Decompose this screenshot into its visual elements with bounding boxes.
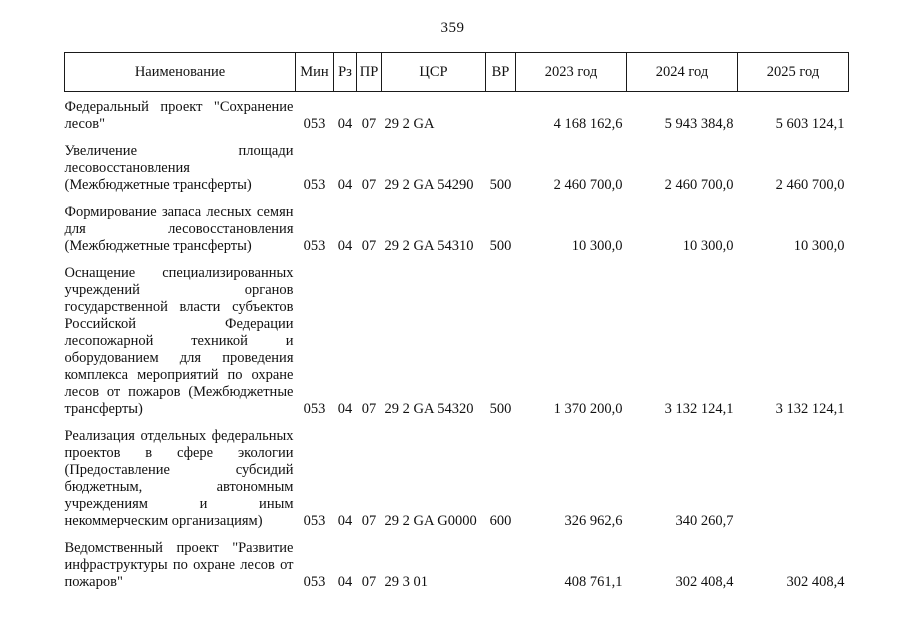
cell-amount-2023: 10 300,0 <box>571 238 623 254</box>
cell-csr-code: 29 2 GA G0000 <box>384 513 477 529</box>
cell-amount-2023: 1 370 200,0 <box>553 401 623 417</box>
cell-amount-2023: 326 962,6 <box>564 513 623 529</box>
cell-min-code: 053 <box>303 513 326 529</box>
cell-min-code: 053 <box>303 177 326 193</box>
cell-amount-2025: 302 408,4 <box>786 574 845 590</box>
cell-csr-code: 29 3 01 <box>384 574 429 590</box>
table-header: Наименование Мин Рз ПР ЦСР ВР 2023 год 2… <box>64 52 849 92</box>
cell-pr-code: 07 <box>361 574 377 590</box>
cell-min-code: 053 <box>303 238 326 254</box>
table-row: Формирование запаса лесных семян для лес… <box>65 194 849 255</box>
cell-amount-2024: 5 943 384,8 <box>664 116 734 132</box>
cell-vr-code <box>486 530 516 591</box>
cell-pr-code: 07 <box>361 401 377 417</box>
table-row: Федеральный проект "Сохранение лесов" 05… <box>65 92 849 134</box>
cell-name: Реализация отдельных федеральных проекто… <box>64 428 294 529</box>
cell-amount-2023: 408 761,1 <box>564 574 623 590</box>
cell-vr-code: 500 <box>489 177 512 193</box>
cell-amount-2024: 340 260,7 <box>675 513 734 529</box>
cell-vr-code <box>486 92 516 134</box>
cell-rz-code: 04 <box>337 513 353 529</box>
cell-pr-code: 07 <box>361 116 377 132</box>
cell-amount-2024: 2 460 700,0 <box>664 177 734 193</box>
col-header-min: Мин <box>295 52 334 92</box>
cell-amount-2025: 10 300,0 <box>793 238 845 254</box>
cell-amount-2025: 2 460 700,0 <box>775 177 845 193</box>
cell-rz-code: 04 <box>337 574 353 590</box>
cell-pr-code: 07 <box>361 177 377 193</box>
cell-pr-code: 07 <box>361 513 377 529</box>
cell-rz-code: 04 <box>337 177 353 193</box>
cell-vr-code: 600 <box>489 513 512 529</box>
cell-min-code: 053 <box>303 116 326 132</box>
cell-vr-code: 500 <box>489 238 512 254</box>
cell-name: Увеличение площади лесовосстановления (М… <box>64 143 294 193</box>
cell-rz-code: 04 <box>337 401 353 417</box>
table-row: Оснащение специализированных учреждений … <box>65 255 849 418</box>
col-header-name: Наименование <box>64 52 296 92</box>
cell-rz-code: 04 <box>337 238 353 254</box>
cell-csr-code: 29 2 GA 54290 <box>384 177 474 193</box>
cell-csr-code: 29 2 GA 54320 <box>384 401 474 417</box>
table-row: Увеличение площади лесовосстановления (М… <box>65 133 849 194</box>
cell-amount-2024: 10 300,0 <box>682 238 734 254</box>
cell-amount-2025: 3 132 124,1 <box>775 401 845 417</box>
cell-amount-2025 <box>738 418 849 530</box>
table-row: Ведомственный проект "Развитие инфрастру… <box>65 530 849 591</box>
cell-name: Ведомственный проект "Развитие инфрастру… <box>64 540 294 590</box>
cell-amount-2023: 2 460 700,0 <box>553 177 623 193</box>
col-header-rz: Рз <box>333 52 357 92</box>
table-body: Федеральный проект "Сохранение лесов" 05… <box>65 92 849 592</box>
cell-amount-2025: 5 603 124,1 <box>775 116 845 132</box>
cell-amount-2024: 302 408,4 <box>675 574 734 590</box>
col-header-2025: 2025 год <box>737 52 849 92</box>
cell-min-code: 053 <box>303 574 326 590</box>
col-header-2023: 2023 год <box>515 52 627 92</box>
col-header-vr: ВР <box>485 52 516 92</box>
cell-rz-code: 04 <box>337 116 353 132</box>
budget-table: Наименование Мин Рз ПР ЦСР ВР 2023 год 2… <box>64 52 849 591</box>
cell-vr-code: 500 <box>489 401 512 417</box>
cell-pr-code: 07 <box>361 238 377 254</box>
cell-name: Федеральный проект "Сохранение лесов" <box>64 99 294 132</box>
cell-name: Оснащение специализированных учреждений … <box>64 265 294 417</box>
cell-csr-code: 29 2 GA 54310 <box>384 238 474 254</box>
col-header-pr: ПР <box>356 52 382 92</box>
header-row: Наименование Мин Рз ПР ЦСР ВР 2023 год 2… <box>64 52 849 92</box>
table-row: Реализация отдельных федеральных проекто… <box>65 418 849 530</box>
page-number: 359 <box>440 20 465 36</box>
col-header-2024: 2024 год <box>626 52 738 92</box>
cell-amount-2023: 4 168 162,6 <box>553 116 623 132</box>
col-header-csr: ЦСР <box>381 52 486 92</box>
cell-amount-2024: 3 132 124,1 <box>664 401 734 417</box>
cell-csr-code: 29 2 GA <box>384 116 435 132</box>
cell-min-code: 053 <box>303 401 326 417</box>
cell-name: Формирование запаса лесных семян для лес… <box>64 204 294 254</box>
